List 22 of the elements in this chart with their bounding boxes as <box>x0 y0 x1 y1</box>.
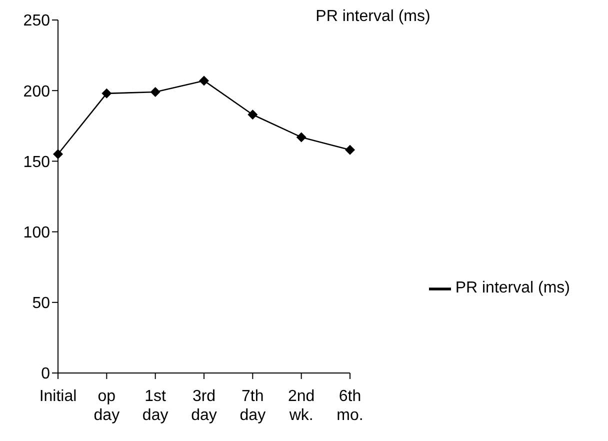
point <box>150 87 160 98</box>
point <box>345 144 355 155</box>
point <box>102 88 112 98</box>
x-tick-label: 7th day <box>240 388 266 424</box>
x-tick-label: 1st day <box>142 388 168 424</box>
point <box>199 76 209 86</box>
point <box>248 110 258 120</box>
point <box>296 132 306 142</box>
legend-label: PR interval (ms) <box>455 280 570 297</box>
x-tick-label: Initial <box>39 388 77 405</box>
y-tick-label: 100 <box>23 224 50 242</box>
y-tick-label: 250 <box>23 12 50 30</box>
chart-title: PR interval (ms) <box>314 8 432 26</box>
x-tick-label: 2nd wk. <box>288 388 315 424</box>
x-tick-label: op day <box>94 388 120 424</box>
point <box>53 149 63 160</box>
y-tick-label: 0 <box>41 366 50 383</box>
y-tick-label: 150 <box>23 154 50 171</box>
x-tick-label: 3rd day <box>191 388 217 424</box>
y-tick-label: 50 <box>32 295 50 312</box>
x-tick-label: 6th mo. <box>336 388 364 424</box>
y-tick-label: 200 <box>23 83 50 100</box>
